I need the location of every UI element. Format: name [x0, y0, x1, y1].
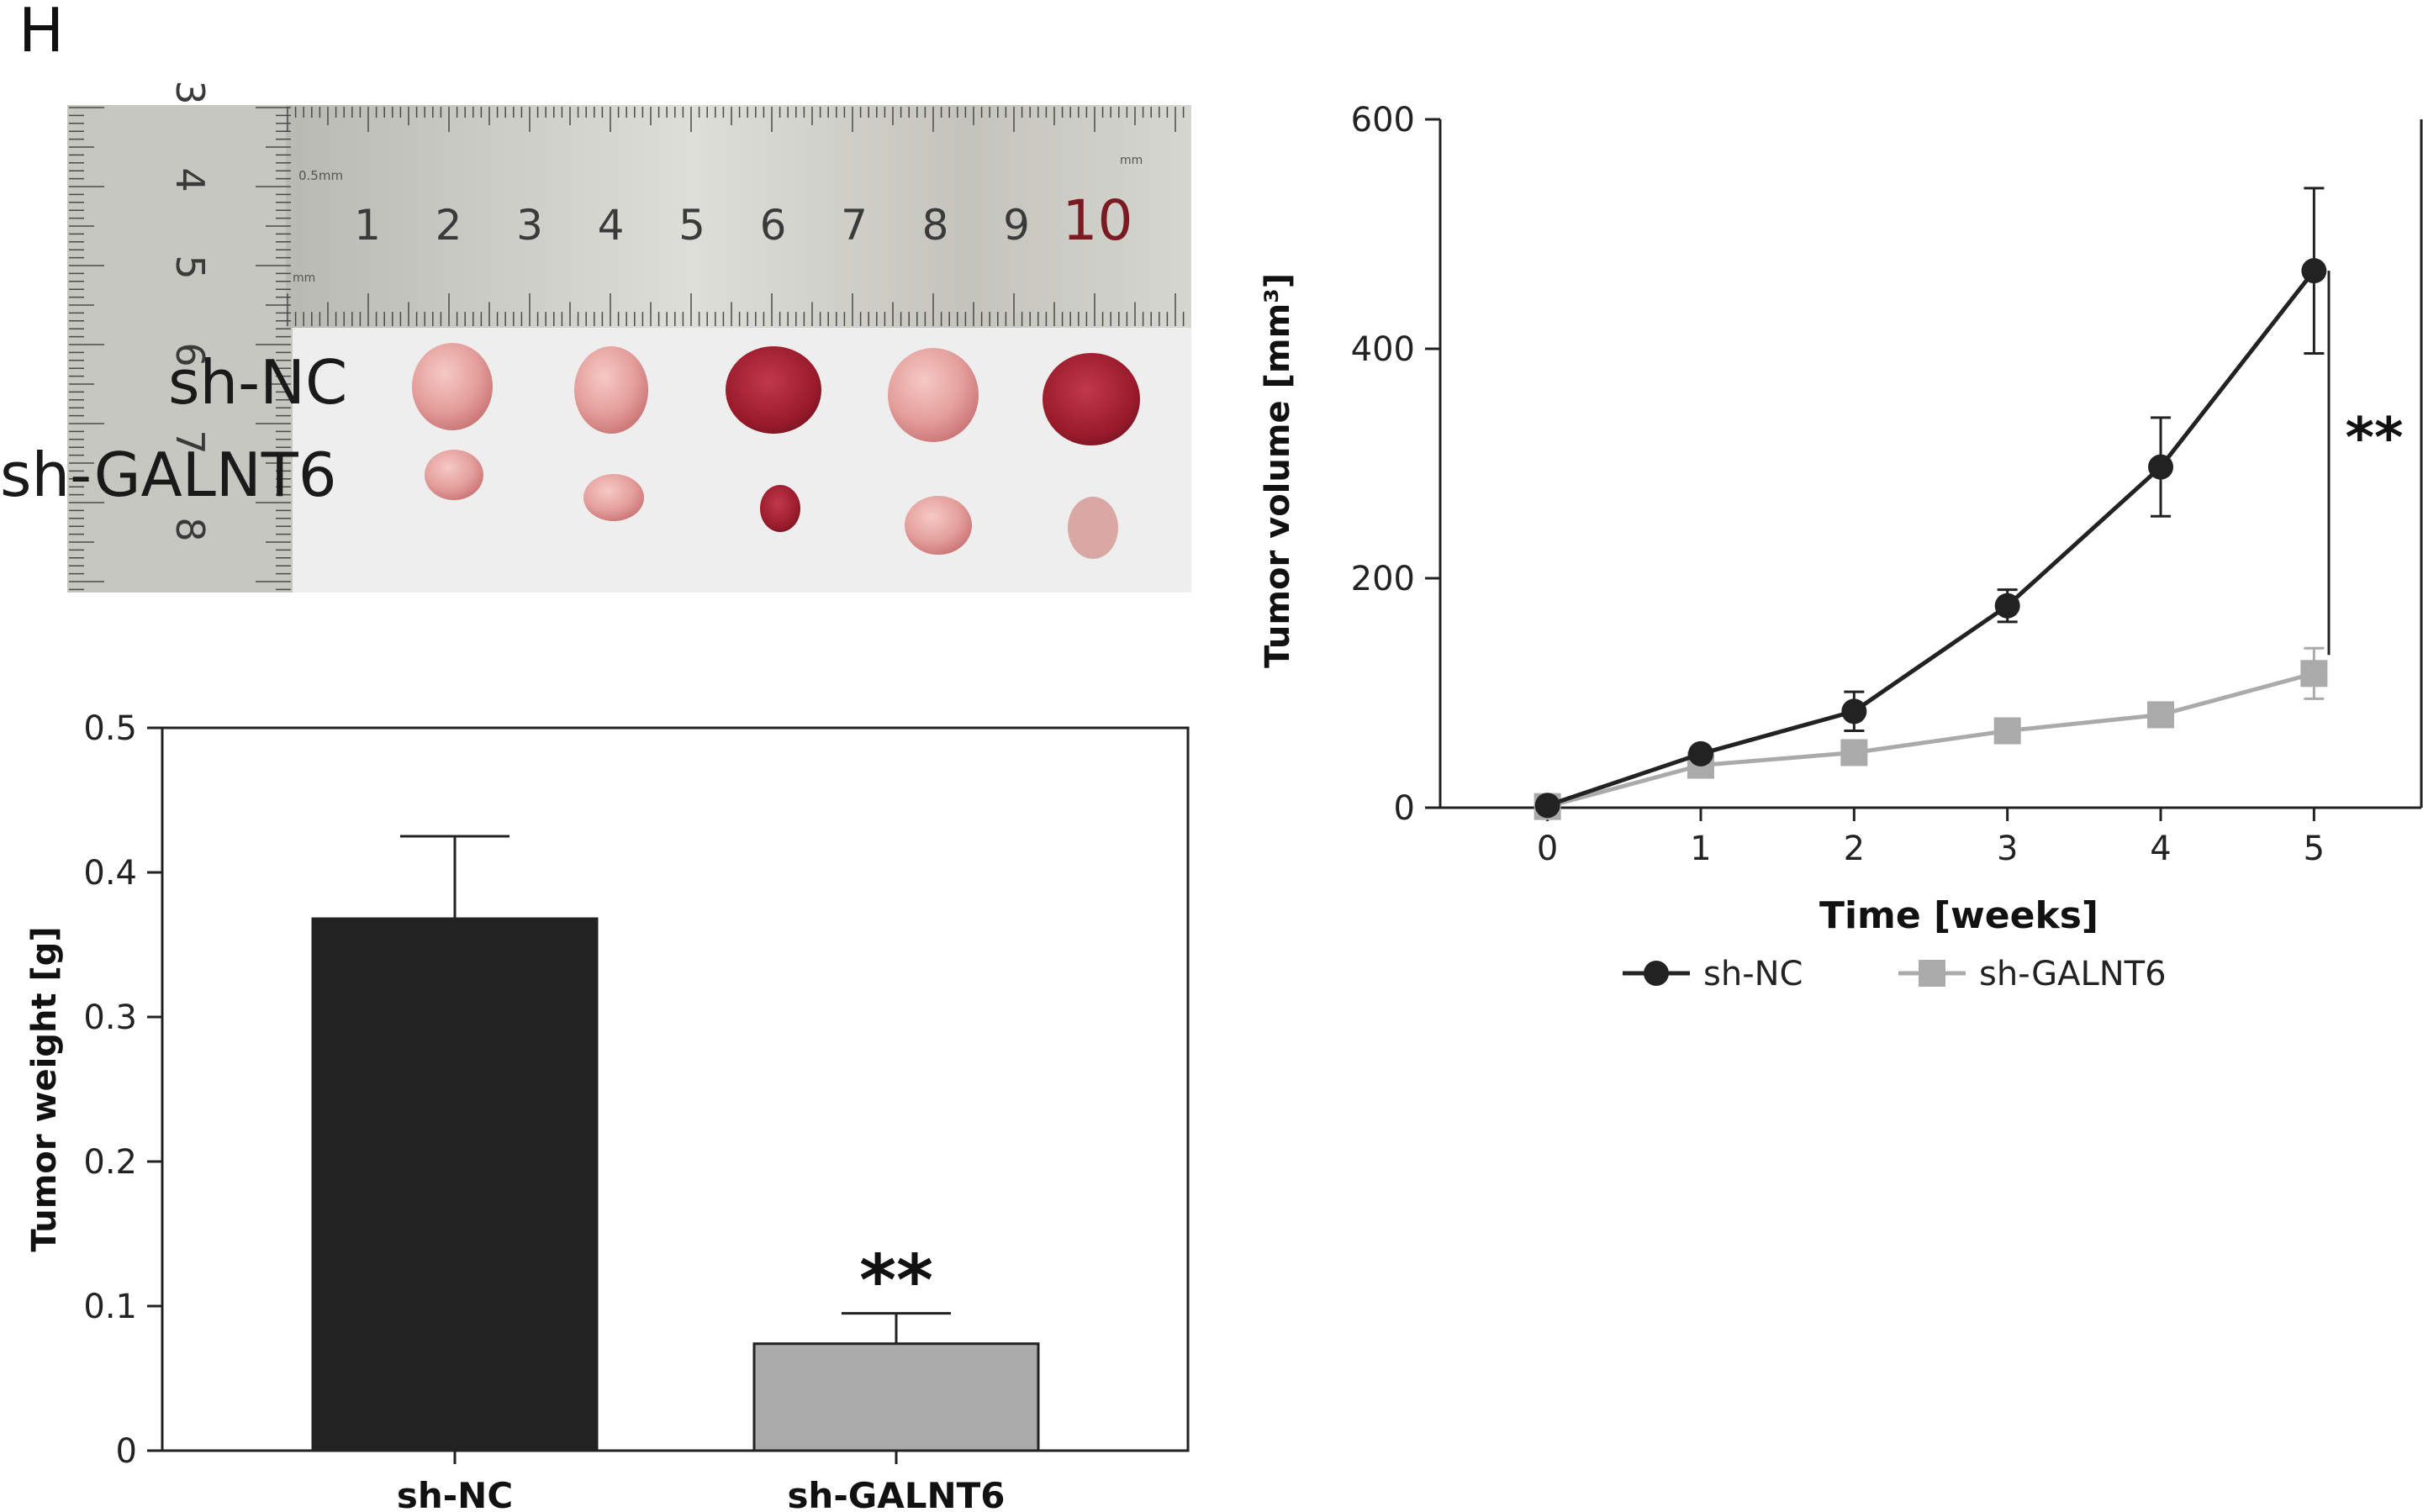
tumor-g6-2 — [583, 474, 644, 521]
horizontal-ruler — [286, 105, 1191, 328]
tumor-nc-1 — [412, 343, 493, 430]
ruler-side-number: 7 — [167, 429, 213, 454]
ruler-ticks — [69, 107, 1185, 591]
vertical-ruler — [67, 105, 293, 593]
ruler-number: 6 — [760, 201, 787, 250]
tumor-nc-3 — [726, 346, 821, 434]
ruler-number: 4 — [598, 201, 625, 250]
tumors-sh-nc — [412, 343, 1140, 445]
ruler-mark-mm-right: mm — [1120, 154, 1143, 167]
ruler-side-number: 8 — [167, 517, 213, 541]
ruler-number: 5 — [678, 201, 705, 250]
ruler-number: 3 — [516, 201, 543, 250]
panel-label: H — [18, 0, 65, 66]
tumor-g6-5 — [1068, 497, 1118, 559]
ruler-side-number: 5 — [167, 255, 213, 279]
ruler-number: 1 — [354, 201, 381, 250]
ruler-mark-mm-left: mm — [293, 271, 315, 285]
ruler-mark-half-mm: 0.5mm — [298, 168, 343, 183]
tumors-sh-galnt6 — [425, 450, 1118, 559]
ruler-number: 9 — [1003, 201, 1030, 250]
tumor-nc-5 — [1043, 353, 1140, 445]
ruler-number: 7 — [841, 201, 868, 250]
tumor-g6-1 — [425, 450, 483, 500]
ruler-number: 8 — [922, 201, 949, 250]
tumor-nc-4 — [888, 348, 979, 442]
row-label-sh-nc: sh-NC — [168, 347, 347, 418]
tumor-nc-2 — [574, 346, 648, 434]
ruler-number: 2 — [436, 201, 462, 250]
row-label-sh-galnt6: sh-GALNT6 — [0, 440, 337, 510]
tumor-g6-4 — [905, 496, 972, 555]
ruler-number: 10 — [1063, 188, 1133, 253]
ruler-side-number: 4 — [167, 167, 213, 192]
ruler-side-number: 6 — [167, 342, 213, 366]
tumor-g6-3 — [760, 485, 800, 532]
ruler-labels: 1 2 3 4 5 6 7 8 9 10 3 4 5 6 7 8 — [167, 80, 1132, 541]
ruler-side-number: 3 — [167, 80, 213, 104]
